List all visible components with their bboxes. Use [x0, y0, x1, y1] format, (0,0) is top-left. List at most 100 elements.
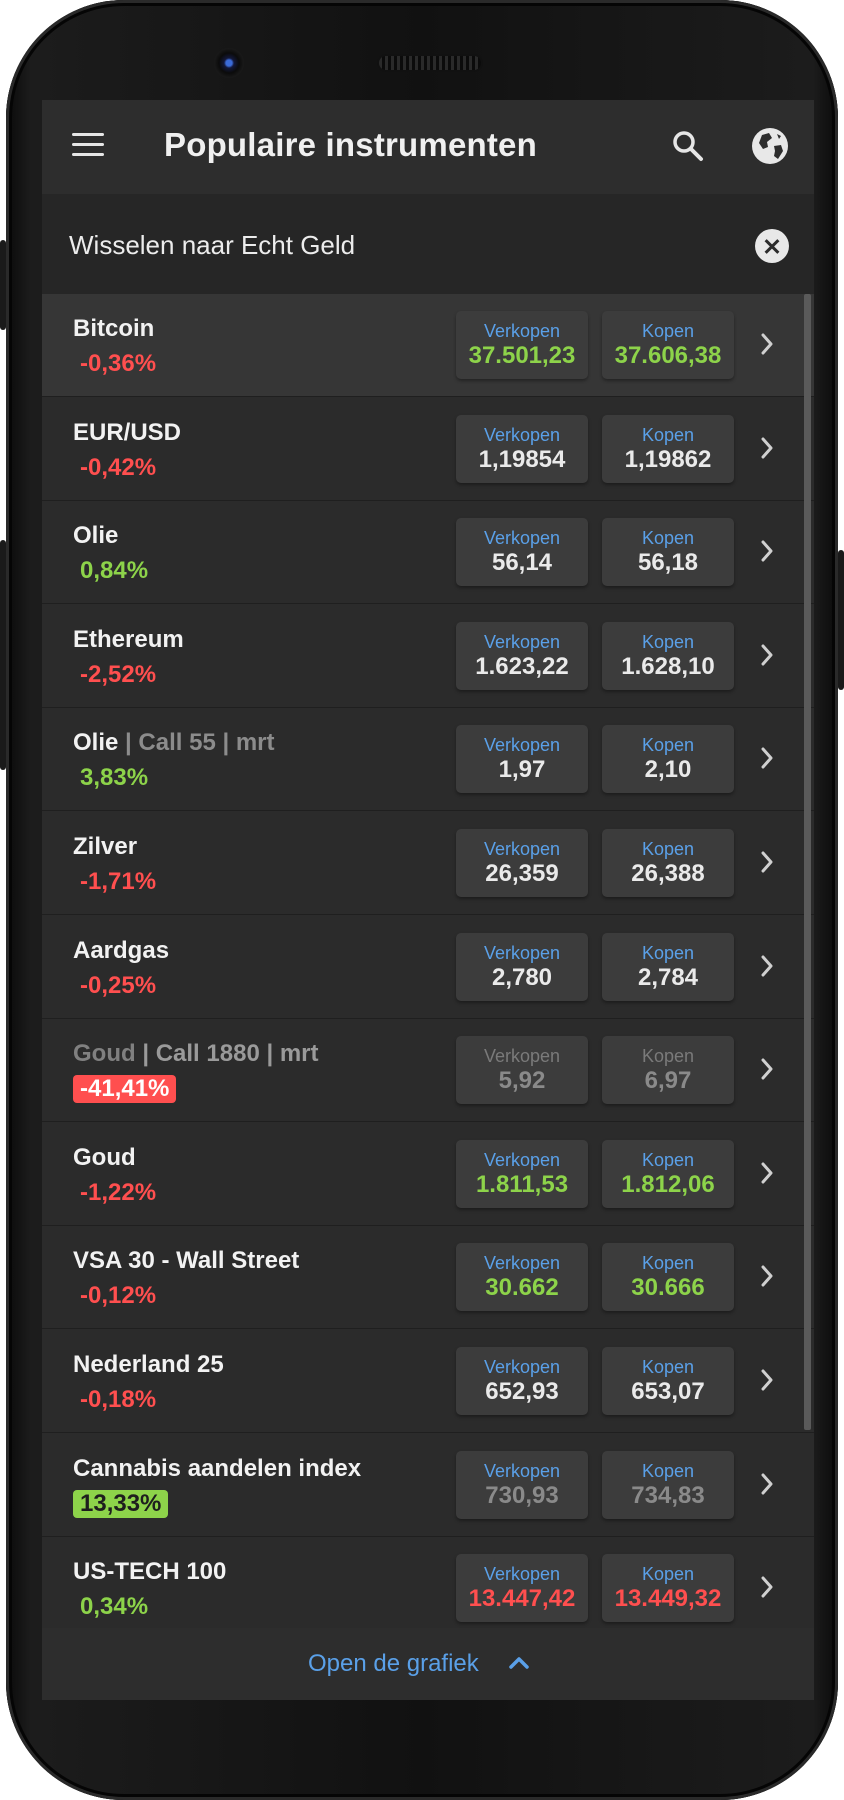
close-icon[interactable]: [755, 229, 789, 263]
chevron-right-icon[interactable]: [760, 1472, 774, 1496]
globe-icon[interactable]: [750, 126, 790, 166]
chevron-right-icon[interactable]: [760, 332, 774, 356]
percent-change: -0,25%: [80, 971, 157, 999]
search-icon[interactable]: [670, 128, 706, 164]
instrument-name: Zilver: [73, 833, 137, 861]
sell-button[interactable]: Verkopen 1.811,53: [456, 1139, 588, 1208]
percent-change: 13,33%: [73, 1489, 169, 1518]
sell-price: 2,780: [491, 963, 553, 991]
sell-button[interactable]: Verkopen 2,780: [456, 932, 588, 1001]
instrument-row[interactable]: Zilver -1,71% Verkopen 26,359 Kopen 26,388: [42, 812, 814, 915]
chevron-right-icon[interactable]: [760, 1575, 774, 1599]
sell-button[interactable]: Verkopen 652,93: [456, 1347, 588, 1415]
sell-button[interactable]: Verkopen 26,359: [456, 829, 588, 897]
sell-button[interactable]: Verkopen 37.501,23: [456, 311, 588, 379]
sell-label: Verkopen: [483, 424, 561, 445]
instrument-name: Olie | Call 55 | mrt: [73, 729, 275, 757]
instrument-row[interactable]: VSA 30 - Wall Street -0,12% Verkopen 30.662…: [42, 1226, 814, 1330]
chevron-right-icon[interactable]: [760, 1161, 774, 1185]
earpiece-speaker: [379, 56, 481, 70]
buy-price: 2,784: [637, 963, 699, 991]
sell-price: 1.623,22: [475, 652, 569, 680]
instrument-row[interactable]: Ethereum -2,52% Verkopen 1.623,22 Kopen 1.628…: [42, 604, 814, 708]
buy-label: Kopen: [641, 735, 695, 756]
chevron-right-icon[interactable]: [760, 1368, 774, 1392]
sell-price: 1,97: [498, 756, 546, 784]
instrument-name: Olie: [73, 522, 118, 550]
instrument-row[interactable]: Goud | Call 1880 | mrt -41,41% Verkopen 5,9…: [42, 1019, 814, 1123]
chevron-right-icon[interactable]: [760, 850, 774, 874]
chevron-right-icon[interactable]: [760, 436, 774, 460]
chevron-right-icon[interactable]: [760, 1264, 774, 1288]
sell-button[interactable]: Verkopen 13.447,42: [456, 1554, 588, 1623]
sell-button[interactable]: Verkopen 1,97: [456, 725, 588, 794]
open-chart-bar[interactable]: Open de grafiek: [42, 1628, 814, 1700]
sell-button[interactable]: Verkopen 56,14: [456, 518, 588, 587]
sell-price: 26,359: [485, 860, 559, 887]
real-money-banner[interactable]: Wisselen naar Echt Geld: [42, 194, 814, 294]
sell-label: Verkopen: [483, 1460, 561, 1481]
instrument-row[interactable]: Bitcoin -0,36% Verkopen 37.501,23 Kopen 37.60…: [42, 294, 814, 397]
buy-button[interactable]: Kopen 2,784: [602, 932, 734, 1001]
instrument-name: Goud: [73, 1144, 136, 1172]
percent-change: -0,18%: [80, 1386, 157, 1413]
buy-button[interactable]: Kopen 30.666: [602, 1243, 734, 1312]
instrument-title: EUR/USD: [73, 418, 182, 446]
buy-button[interactable]: Kopen 56,18: [602, 518, 734, 587]
banner-text: Wisselen naar Echt Geld: [69, 230, 356, 260]
instrument-row[interactable]: Goud -1,22% Verkopen 1.811,53 Kopen 1.812,06: [42, 1122, 814, 1226]
instrument-subtitle: | Call 1880 | mrt: [142, 1040, 319, 1068]
percent-change: 0,84%: [80, 557, 149, 585]
instrument-list: Bitcoin -0,36% Verkopen 37.501,23 Kopen 37.60…: [42, 294, 814, 1628]
instrument-row[interactable]: Aardgas -0,25% Verkopen 2,780 Kopen 2,784: [42, 915, 814, 1019]
buy-button[interactable]: Kopen 26,388: [602, 829, 734, 897]
buy-button[interactable]: Kopen 653,07: [602, 1347, 734, 1415]
buy-button[interactable]: Kopen 37.606,38: [602, 311, 734, 379]
buy-button[interactable]: Kopen 1.628,10: [602, 621, 734, 690]
sell-label: Verkopen: [483, 321, 561, 341]
buy-label: Kopen: [641, 1046, 695, 1067]
instrument-title: Cannabis aandelen index: [73, 1454, 362, 1482]
sell-button[interactable]: Verkopen 5,92: [456, 1036, 588, 1105]
buy-button[interactable]: Kopen 2,10: [602, 725, 734, 794]
chevron-right-icon[interactable]: [760, 539, 774, 563]
buy-label: Kopen: [641, 1357, 695, 1377]
instrument-row[interactable]: Nederland 25 -0,18% Verkopen 652,93 Kopen 653…: [42, 1330, 814, 1433]
hamburger-menu-icon[interactable]: [72, 133, 104, 157]
sell-button[interactable]: Verkopen 30.662: [456, 1243, 588, 1312]
buy-label: Kopen: [641, 528, 695, 549]
chevron-right-icon[interactable]: [760, 954, 774, 978]
sell-button[interactable]: Verkopen 1.623,22: [456, 621, 588, 690]
buy-button[interactable]: Kopen 1,19862: [602, 414, 734, 483]
instrument-title: Aardgas: [73, 936, 170, 964]
sell-button[interactable]: Verkopen 1,19854: [456, 414, 588, 483]
sell-price: 730,93: [485, 1481, 559, 1509]
chevron-right-icon[interactable]: [760, 746, 774, 770]
buy-button[interactable]: Kopen 1.812,06: [602, 1139, 734, 1208]
buy-label: Kopen: [641, 942, 695, 963]
instrument-row[interactable]: Cannabis aandelen index 13,33% Verkopen 730…: [42, 1433, 814, 1537]
buy-button[interactable]: Kopen 6,97: [602, 1036, 734, 1105]
instrument-row[interactable]: Olie | Call 55 | mrt 3,83% Verkopen 1,97 Kop…: [42, 708, 814, 812]
chevron-right-icon[interactable]: [760, 1057, 774, 1081]
instrument-row[interactable]: EUR/USD -0,42% Verkopen 1,19854 Kopen 1,19862: [42, 397, 814, 501]
sell-button[interactable]: Verkopen 730,93: [456, 1450, 588, 1519]
instrument-row[interactable]: Olie 0,84% Verkopen 56,14 Kopen 56,18: [42, 501, 814, 605]
percent-change: -1,71%: [80, 868, 157, 895]
instrument-row[interactable]: US-TECH 100 0,34% Verkopen 13.447,42 Kopen 13…: [42, 1537, 814, 1628]
buy-price: 653,07: [631, 1378, 705, 1405]
buy-label: Kopen: [641, 631, 695, 652]
scrollbar[interactable]: [804, 294, 811, 1430]
instrument-title: Goud: [73, 1143, 136, 1171]
app-screen: Populaire instrumenten Wisselen naar Ech…: [42, 100, 814, 1700]
buy-label: Kopen: [641, 1564, 695, 1585]
buy-button[interactable]: Kopen 734,83: [602, 1450, 734, 1519]
buy-price: 734,83: [631, 1481, 705, 1509]
chevron-right-icon[interactable]: [760, 643, 774, 667]
sell-label: Verkopen: [483, 735, 561, 756]
buy-price: 37.606,38: [614, 342, 722, 369]
buy-button[interactable]: Kopen 13.449,32: [602, 1554, 734, 1623]
sell-label: Verkopen: [483, 839, 561, 859]
instrument-name: Cannabis aandelen index: [73, 1455, 361, 1483]
